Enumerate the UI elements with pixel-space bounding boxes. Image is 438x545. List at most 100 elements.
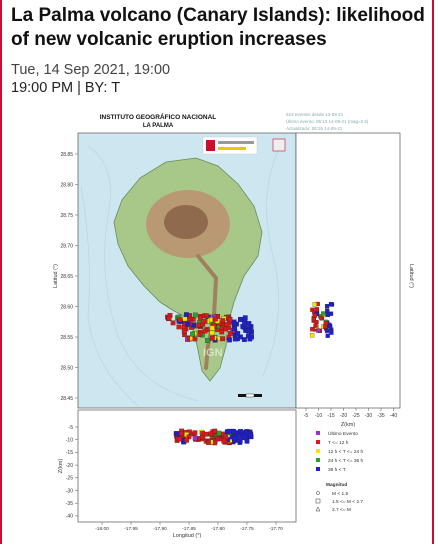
- event-marker: [192, 435, 198, 441]
- event-marker: [238, 317, 243, 323]
- longitude-tick-label: -17.95: [124, 526, 138, 532]
- longitude-tick-label: -17.75: [240, 526, 254, 532]
- event-marker: [323, 320, 328, 326]
- event-marker: [324, 303, 330, 309]
- seismicity-figure: INSTITUTO GEOGRÁFICO NACIONAL LA PALMA 5…: [48, 106, 418, 540]
- event-marker: [235, 331, 241, 336]
- event-marker: [219, 329, 225, 335]
- event-marker: [325, 333, 330, 338]
- article-date: Tue, 14 Sep 2021, 19:00: [11, 62, 171, 78]
- longitude-tick-label: -17.90: [153, 526, 167, 532]
- right-depth-tick-label: -30: [365, 413, 372, 419]
- logo-crest: [206, 140, 215, 151]
- event-marker: [247, 433, 253, 438]
- scale-bar: [254, 394, 262, 397]
- event-marker: [197, 331, 203, 337]
- scale-bar: [245, 393, 255, 398]
- map-watermark: IGN: [203, 347, 223, 359]
- bottom-depth-tick-label: -5: [69, 425, 74, 431]
- event-marker: [325, 308, 330, 313]
- legend-label: 24 h < T <= 36 h: [328, 458, 363, 464]
- event-marker: [324, 328, 330, 333]
- event-marker: [319, 315, 324, 321]
- bottom-depth-tick-label: -30: [66, 488, 73, 494]
- event-marker: [232, 436, 237, 442]
- event-marker: [325, 312, 331, 318]
- event-marker: [242, 315, 248, 321]
- legend-label: 36 h < T: [328, 467, 346, 473]
- event-marker: [213, 316, 218, 322]
- right-depth-panel: -5 -10 -15 -20 -25 -30 -35 -40 Z(km) Latitud (°…: [295, 132, 414, 428]
- event-marker: [328, 301, 334, 307]
- event-marker: [227, 316, 233, 322]
- right-depth-tick-label: -20: [340, 413, 347, 419]
- latitude-tick-label: 28.60: [60, 304, 73, 310]
- latitude-tick-label: 28.50: [60, 365, 73, 371]
- event-marker: [204, 313, 209, 319]
- event-marker: [182, 316, 188, 322]
- legend-magnitude-label: 1.5 <= M < 2.7: [332, 499, 363, 505]
- scale-bar: [238, 394, 246, 397]
- event-marker: [231, 429, 236, 435]
- longitude-tick-label: -17.70: [269, 526, 283, 532]
- bottom-depth-tick-label: -40: [66, 514, 73, 520]
- event-marker: [185, 321, 191, 327]
- event-marker: [176, 324, 182, 330]
- latitude-tick-label: 28.75: [60, 213, 73, 219]
- right-depth-tick-label: -35: [377, 413, 384, 419]
- event-marker: [236, 433, 241, 438]
- event-marker: [246, 328, 251, 333]
- latitude-tick-label: 28.45: [60, 396, 73, 402]
- legend-swatch: [316, 467, 320, 471]
- bottom-depth-tick-label: -15: [66, 450, 73, 456]
- triangle-icon: [315, 506, 321, 512]
- legend-label: T <= 12 h: [328, 440, 349, 446]
- longitude-tick-label: -17.80: [211, 526, 225, 532]
- event-marker: [312, 302, 317, 307]
- legend-label: 12 h < T <= 24 h: [328, 449, 363, 455]
- bottom-depth-tick-label: -20: [66, 463, 73, 469]
- bottom-panel-frame: [77, 409, 297, 523]
- event-marker: [170, 320, 176, 326]
- event-marker: [242, 435, 248, 440]
- event-marker: [314, 307, 320, 312]
- event-marker: [241, 337, 247, 343]
- latitude-tick-label: 28.80: [60, 182, 73, 188]
- caldera-center: [164, 205, 208, 239]
- legend-swatch: [316, 458, 320, 462]
- bottom-event-points: [173, 428, 254, 446]
- longitude-ticks: -18.00 -17.95 -17.90 -17.85 -17.80 -17.75 -17.…: [95, 522, 283, 532]
- event-marker: [232, 326, 237, 332]
- event-marker: [202, 318, 208, 324]
- event-marker: [209, 335, 215, 341]
- square-icon: [315, 498, 321, 504]
- bottom-depth-ticks: -5 -10 -15 -20 -25 -30 -35 -40: [66, 425, 78, 520]
- event-marker: [179, 431, 184, 437]
- legend-swatch: [316, 449, 320, 453]
- event-marker: [206, 440, 211, 445]
- event-marker: [329, 330, 334, 335]
- info-line-2: Último evento: 06:13 14-09-21 (mag=0.5): [286, 118, 369, 124]
- event-marker: [311, 317, 317, 322]
- event-marker: [200, 430, 206, 436]
- logo-badge: [272, 138, 286, 152]
- event-marker: [177, 436, 182, 442]
- right-depth-axis-label: Z(km): [341, 422, 356, 428]
- longitude-axis-label: Longitud (°): [173, 533, 202, 539]
- event-marker: [220, 318, 226, 324]
- longitude-tick-label: -18.00: [95, 526, 109, 532]
- legend-magnitude-label: M < 1.5: [332, 491, 348, 497]
- article-title: La Palma volcano (Canary Islands): likel…: [11, 5, 425, 50]
- latitude-tick-label: 28.55: [60, 335, 73, 341]
- bottom-depth-panel: -5 -10 -15 -20 -25 -30 -35 -40 -18.00 -17.95 -17.…: [58, 409, 297, 539]
- article-byline: 19:00 PM | BY: T: [11, 80, 121, 96]
- event-marker: [177, 317, 183, 323]
- event-marker: [192, 312, 198, 318]
- bottom-depth-tick-label: -25: [66, 476, 73, 482]
- info-line-1: 523 eventos desde 13-09-21: [286, 112, 344, 117]
- right-depth-ticks: -5 -10 -15 -20 -25 -30 -35 -40: [304, 408, 397, 419]
- bottom-depth-tick-label: -35: [66, 501, 73, 507]
- seismicity-map-svg: INSTITUTO GEOGRÁFICO NACIONAL LA PALMA 5…: [53, 112, 414, 539]
- event-marker: [209, 325, 215, 331]
